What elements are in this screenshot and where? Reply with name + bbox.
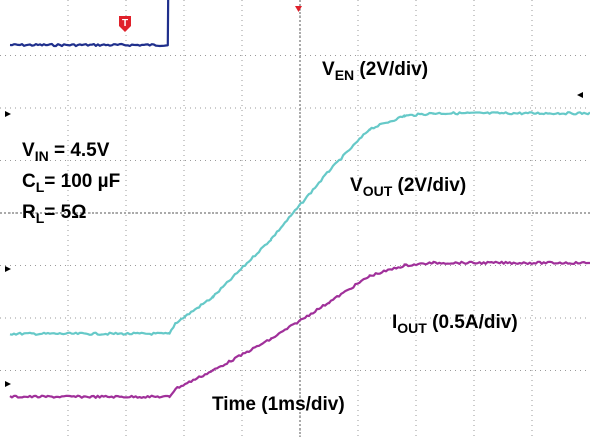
trace-iout [9, 260, 590, 399]
ven-label-subscript: EN [335, 67, 354, 83]
condition-cl: CL= 100 µF [22, 171, 120, 195]
condition-cl-value: = 100 µF [44, 171, 120, 192]
trigger-marker: T [119, 16, 131, 32]
ch2-ground-marker [5, 266, 11, 272]
iout-label: IOUT (0.5A/div) [392, 312, 518, 336]
trigger-position-marker [295, 6, 302, 12]
condition-vin-subscript: IN [35, 148, 49, 164]
ven-label: VEN (2V/div) [322, 59, 428, 83]
condition-vin-value: = 4.5V [49, 140, 110, 161]
condition-rl-value: = 5Ω [44, 202, 86, 223]
right-edge-marker [577, 92, 583, 98]
ven-label-scale: (2V/div) [354, 59, 428, 80]
trace-vout [9, 111, 590, 336]
vout-label-symbol: V [350, 175, 363, 196]
ven-label-symbol: V [322, 59, 335, 80]
condition-vin-symbol: V [22, 140, 35, 161]
condition-cl-symbol: C [22, 171, 36, 192]
vout-label: VOUT (2V/div) [350, 175, 466, 199]
iout-label-subscript: OUT [397, 320, 427, 336]
condition-rl: RL= 5Ω [22, 202, 86, 226]
trigger-marker-shape [119, 16, 131, 32]
vout-label-scale: (2V/div) [392, 175, 466, 196]
condition-rl-symbol: R [22, 202, 36, 223]
condition-cl-subscript: L [36, 179, 45, 195]
condition-rl-subscript: L [36, 210, 45, 226]
traces [9, 0, 590, 399]
trigger-marker-label: T [122, 18, 128, 29]
x-axis-label: Time (1ms/div) [212, 394, 345, 415]
ch1-ground-marker [5, 111, 11, 117]
condition-vin: VIN = 4.5V [22, 140, 110, 164]
ch3-ground-marker [5, 381, 11, 387]
vout-label-subscript: OUT [363, 183, 393, 199]
iout-label-scale: (0.5A/div) [427, 312, 518, 333]
trace-ven [9, 0, 170, 48]
iout-label-symbol: I [392, 312, 397, 333]
